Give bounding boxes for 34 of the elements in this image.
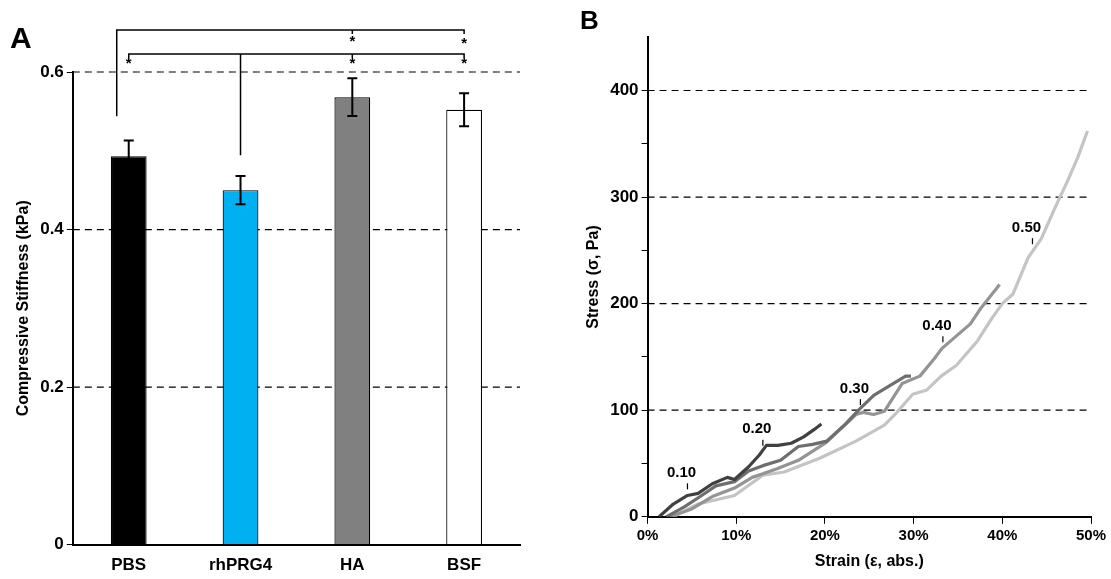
x-axis-title: Strain (ε, abs.) xyxy=(814,551,924,569)
x-tick-label: 40% xyxy=(987,525,1018,543)
text: * xyxy=(461,34,468,51)
text: * xyxy=(461,54,468,71)
x-tick-label: rhPRG4 xyxy=(208,555,273,575)
y-tick-label: 300 xyxy=(610,186,639,206)
y-tick-label: 100 xyxy=(610,399,639,419)
x-tick-label: 30% xyxy=(898,525,929,543)
text: * xyxy=(125,54,132,71)
text: * xyxy=(349,54,356,71)
x-tick-label: 50% xyxy=(1075,525,1107,543)
y-tick-label: 0.6 xyxy=(40,61,64,81)
y-tick-label: 0.4 xyxy=(40,219,65,239)
y-tick-label: 400 xyxy=(610,80,639,100)
x-tick-label: BSF xyxy=(447,555,482,575)
x-tick-label: HA xyxy=(340,555,365,575)
y-axis-title: Stress (σ, Pa) xyxy=(584,225,602,329)
y-tick-label: 0.2 xyxy=(40,376,64,396)
x-tick-label: PBS xyxy=(111,555,147,575)
annotation: 0.20 xyxy=(742,419,772,437)
chart-title: A xyxy=(10,21,32,55)
x-tick-label: 0% xyxy=(636,525,659,543)
y-tick-label: 200 xyxy=(610,293,639,313)
chart-title: B xyxy=(580,4,599,35)
annotation: 0.30 xyxy=(839,378,870,396)
y-tick-label: 0 xyxy=(54,534,64,554)
annotation: 0.50 xyxy=(1011,217,1042,235)
y-tick-label: 0 xyxy=(629,506,639,526)
text: * xyxy=(349,32,356,49)
y-axis-title: Compressive Stiffness (kPa) xyxy=(14,200,32,417)
x-tick-label: 10% xyxy=(721,525,752,543)
x-tick-label: 20% xyxy=(809,525,840,543)
annotation: 0.10 xyxy=(666,462,697,480)
annotation: 0.40 xyxy=(922,315,952,333)
